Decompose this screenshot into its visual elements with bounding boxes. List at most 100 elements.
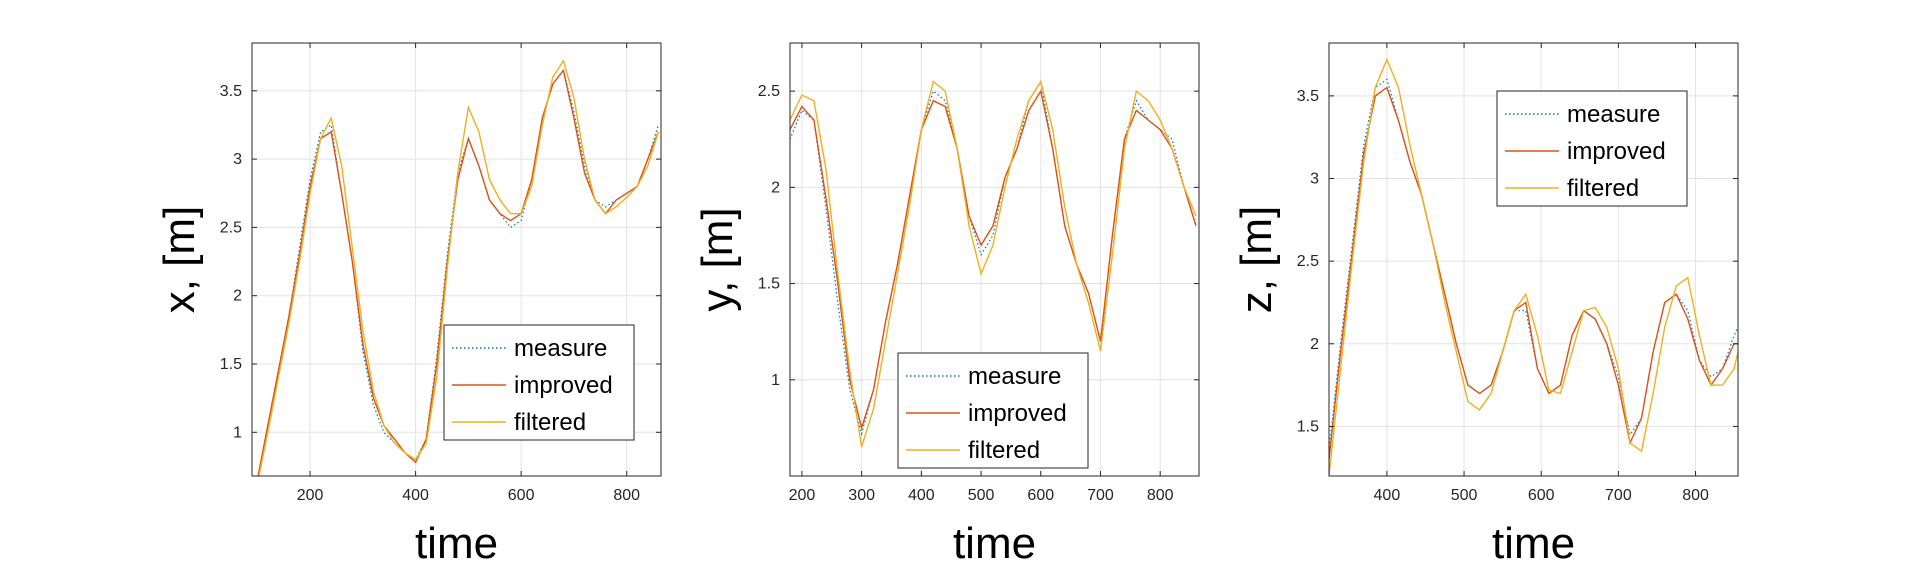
x-tick-label: 500: [1451, 487, 1478, 504]
data-point-filtered: [542, 124, 543, 125]
data-point-filtered: [885, 341, 886, 342]
data-point-improved: [1340, 351, 1341, 352]
data-point-improved: [1456, 343, 1457, 344]
data-point-measure: [1687, 310, 1688, 311]
data-point-measure: [573, 111, 574, 112]
data-point-filtered: [957, 148, 958, 149]
data-point-filtered: [1710, 385, 1711, 386]
data-point-improved: [1136, 110, 1137, 111]
x-tick-label: 400: [1374, 487, 1401, 504]
data-point-measure: [1734, 335, 1735, 336]
data-point-improved: [468, 138, 469, 139]
data-point-measure: [331, 124, 332, 125]
y-axis-label: z, [m]: [1232, 206, 1281, 314]
data-point-filtered: [980, 273, 981, 274]
data-point-improved: [1571, 335, 1572, 336]
data-point-measure: [1363, 145, 1364, 146]
data-point-measure: [1386, 79, 1387, 80]
data-point-improved: [552, 83, 553, 84]
data-point-filtered: [320, 138, 321, 139]
data-point-filtered: [447, 268, 448, 269]
data-point-measure: [945, 100, 946, 101]
data-point-filtered: [489, 179, 490, 180]
data-point-improved: [542, 118, 543, 119]
data-point-improved: [1375, 95, 1376, 96]
x-tick-label: 800: [1682, 487, 1709, 504]
data-point-filtered: [1641, 451, 1642, 452]
data-point-improved: [1653, 351, 1654, 352]
x-tick-label: 700: [1087, 487, 1114, 504]
data-point-filtered: [825, 167, 826, 168]
data-point-filtered: [909, 206, 910, 207]
data-point-improved: [1363, 153, 1364, 154]
data-point-improved: [1722, 368, 1723, 369]
chart-panel-2: 200 300 400 500 600 700 800 1 1.5 2 2.5 time y, [m] m…: [693, 42, 1200, 568]
data-point-improved: [813, 119, 814, 120]
legend-box: [1496, 90, 1688, 207]
legend-label-filtered: filtered: [514, 409, 586, 436]
legend: measure improved filtered: [1496, 90, 1688, 207]
data-point-measure: [933, 91, 934, 92]
data-point-improved: [647, 159, 648, 160]
data-point-improved: [1016, 148, 1017, 149]
data-point-improved: [933, 100, 934, 101]
data-point-improved: [1699, 360, 1700, 361]
data-point-filtered: [1124, 148, 1125, 149]
chart-panel-3: 400 500 600 700 800 1.5 2 2.5 3 3.5 time z, [m] meas…: [1232, 42, 1739, 568]
y-tick-label: 1.5: [1297, 418, 1319, 435]
data-point-filtered: [1606, 327, 1607, 328]
x-tick-label: 700: [1605, 487, 1632, 504]
data-point-filtered: [594, 199, 595, 200]
data-point-filtered: [813, 100, 814, 101]
data-point-filtered: [969, 225, 970, 226]
data-point-filtered: [933, 81, 934, 82]
data-point-filtered: [1444, 302, 1445, 303]
x-tick-label: 400: [908, 487, 935, 504]
data-point-filtered: [1375, 87, 1376, 88]
data-point-improved: [1028, 110, 1029, 111]
data-point-filtered: [1722, 385, 1723, 386]
data-point-filtered: [626, 197, 627, 198]
axes-box: [789, 42, 1200, 477]
data-point-filtered: [1525, 294, 1526, 295]
data-point-filtered: [499, 199, 500, 200]
data-point-filtered: [1340, 368, 1341, 369]
data-point-improved: [945, 106, 946, 107]
data-point-improved: [341, 193, 342, 194]
data-point-filtered: [331, 118, 332, 119]
data-point-improved: [573, 118, 574, 119]
legend-label-measure: measure: [1567, 101, 1660, 128]
data-point-improved: [1490, 385, 1491, 386]
data-point-filtered: [921, 129, 922, 130]
data-point-improved: [992, 225, 993, 226]
data-point-improved: [1409, 161, 1410, 162]
data-point-improved: [897, 264, 898, 265]
data-point-improved: [257, 479, 258, 480]
y-tick-label: 1: [233, 424, 242, 441]
x-tick-label: 800: [613, 487, 640, 504]
data-point-improved: [499, 213, 500, 214]
data-point-filtered: [861, 447, 862, 448]
data-point-filtered: [426, 443, 427, 444]
data-point-filtered: [1653, 393, 1654, 394]
data-point-measure: [825, 206, 826, 207]
y-tick-label: 3: [233, 151, 242, 168]
data-point-filtered: [1583, 310, 1584, 311]
data-point-improved: [563, 70, 564, 71]
data-point-improved: [309, 186, 310, 187]
data-point-filtered: [1629, 442, 1630, 443]
data-point-filtered: [309, 193, 310, 194]
data-point-improved: [837, 283, 838, 284]
data-point-filtered: [1363, 161, 1364, 162]
data-point-improved: [1124, 139, 1125, 140]
data-point-improved: [415, 462, 416, 463]
y-tick-label: 2.5: [758, 83, 780, 100]
data-point-improved: [1148, 119, 1149, 120]
data-point-measure: [837, 302, 838, 303]
data-point-measure: [1136, 100, 1137, 101]
data-point-filtered: [1052, 129, 1053, 130]
data-point-improved: [1687, 318, 1688, 319]
data-point-filtered: [1595, 307, 1596, 308]
data-point-improved: [1560, 385, 1561, 386]
data-point-improved: [1386, 87, 1387, 88]
